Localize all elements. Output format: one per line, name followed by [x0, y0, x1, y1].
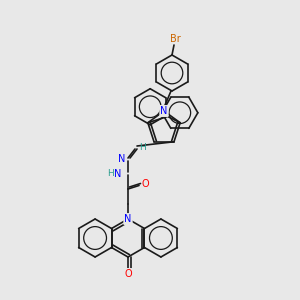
Text: N: N: [114, 169, 122, 179]
Text: H: H: [108, 169, 114, 178]
Text: N: N: [118, 154, 126, 164]
Text: N: N: [124, 214, 132, 224]
Text: Br: Br: [169, 34, 180, 44]
Text: O: O: [124, 269, 132, 279]
Text: H: H: [139, 142, 145, 152]
Text: N: N: [160, 106, 168, 116]
Text: O: O: [141, 179, 149, 189]
